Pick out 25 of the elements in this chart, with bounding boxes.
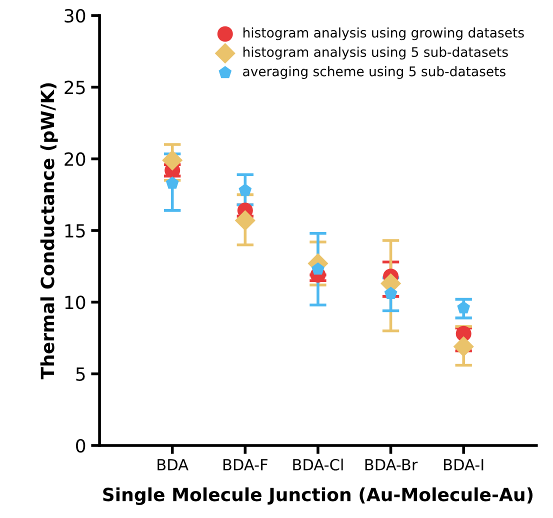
y-tick-label: 5	[76, 368, 85, 381]
y-tick-label: 25	[64, 80, 85, 94]
y-tick-label: 0	[76, 438, 86, 453]
legend-label: averaging scheme using 5 sub-datasets	[243, 66, 506, 79]
point	[384, 286, 398, 300]
point	[162, 150, 183, 171]
x-tick-label: BDA-I	[444, 459, 484, 470]
point	[166, 176, 179, 189]
y-tick-label: 10	[65, 296, 86, 310]
point	[453, 336, 474, 357]
point	[457, 301, 470, 314]
point	[238, 184, 252, 196]
x-tick-label: BDA	[158, 459, 188, 470]
point	[312, 262, 324, 275]
y-tick-label: 30	[64, 9, 86, 23]
x-axis-title: Single Molecule Junction (Au-Molecule-Au)	[103, 487, 533, 505]
x-tick-label: BDA-Cl	[293, 458, 343, 470]
x-tick-label: BDA-F	[223, 459, 268, 470]
legend-label: histogram analysis using growing datasets	[243, 27, 524, 40]
y-tick-label: 20	[64, 152, 86, 166]
y-axis-title: Thermal Conductance (pW/K)	[40, 83, 58, 380]
y-tick-label: 15	[65, 224, 85, 238]
legend-label: histogram analysis using 5 sub-datasets	[243, 46, 508, 60]
point	[234, 210, 256, 231]
x-tick-label: BDA-Br	[365, 459, 418, 470]
